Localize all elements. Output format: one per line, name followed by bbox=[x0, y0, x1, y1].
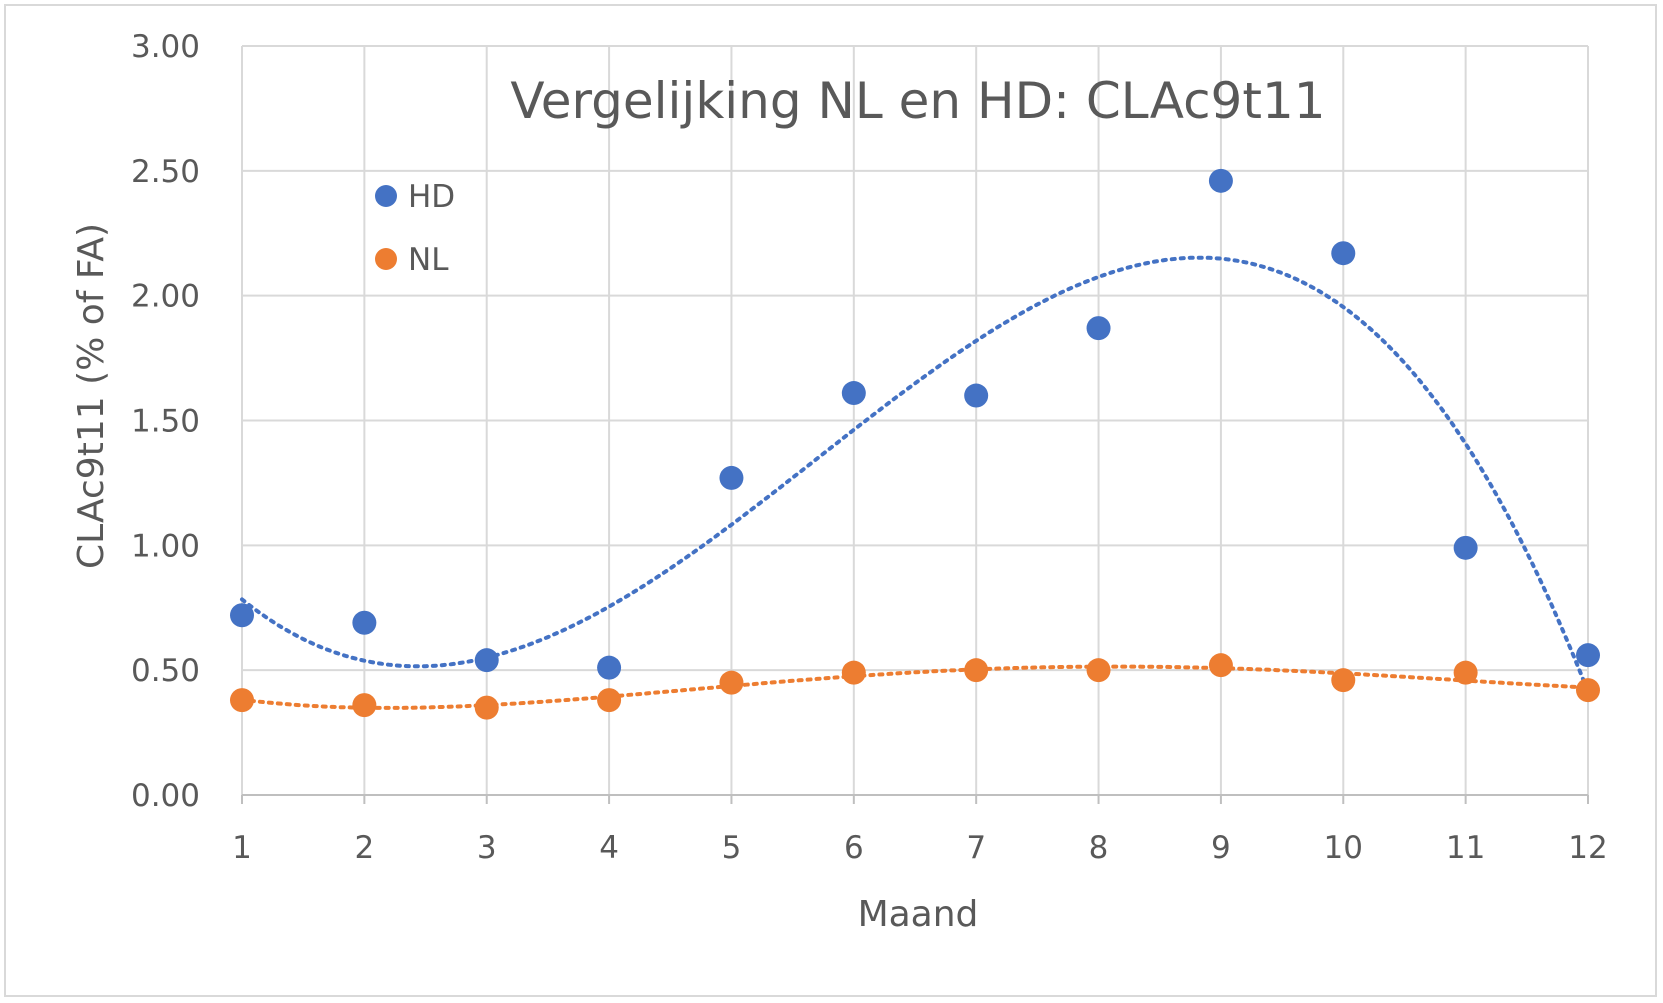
point-hd bbox=[474, 648, 499, 673]
point-nl bbox=[841, 660, 866, 685]
point-hd bbox=[230, 603, 254, 628]
chart-title: Vergelijking NL en HD: CLAc9t11 bbox=[510, 72, 1325, 130]
x-tick-label: 6 bbox=[844, 830, 864, 866]
point-hd bbox=[1208, 168, 1233, 193]
trendline-hd bbox=[240, 255, 1590, 694]
legend-marker-hd bbox=[375, 185, 397, 207]
x-tick-label: 12 bbox=[1568, 830, 1607, 866]
point-nl bbox=[352, 693, 377, 718]
x-tick-label: 7 bbox=[966, 830, 986, 866]
legend: HD NL bbox=[375, 179, 455, 278]
y-axis-title: CLAc9t11 (% of FA) bbox=[71, 223, 112, 569]
point-nl bbox=[474, 695, 499, 720]
point-hd bbox=[1331, 241, 1356, 266]
x-tick-label: 11 bbox=[1446, 830, 1485, 866]
y-tick-label: 2.00 bbox=[131, 279, 200, 315]
point-hd bbox=[841, 381, 866, 406]
point-hd bbox=[1453, 535, 1478, 560]
point-hd bbox=[1576, 643, 1600, 668]
point-nl bbox=[230, 688, 254, 713]
point-hd bbox=[719, 465, 744, 490]
chart-area bbox=[4, 4, 1657, 997]
legend-label-nl: NL bbox=[408, 242, 449, 278]
x-axis-title: Maand bbox=[858, 894, 979, 935]
x-tick-label: 8 bbox=[1089, 830, 1109, 866]
trendline-nl bbox=[240, 664, 1590, 710]
point-nl bbox=[1576, 678, 1600, 703]
data-points bbox=[230, 168, 1600, 720]
axes: 0.000.501.001.502.002.503.001 2 3 4 5 6 7 8 9 10 1… bbox=[131, 29, 1608, 866]
x-tick-label: 4 bbox=[599, 830, 619, 866]
x-tick-label: 2 bbox=[354, 830, 374, 866]
point-nl bbox=[964, 658, 989, 683]
grid-lines bbox=[241, 45, 1589, 795]
point-nl bbox=[1331, 668, 1356, 693]
y-tick-label: 2.50 bbox=[131, 154, 200, 190]
point-hd bbox=[352, 610, 377, 635]
x-tick-label: 9 bbox=[1211, 830, 1231, 866]
x-tick-label: 1 bbox=[232, 830, 252, 866]
legend-label-hd: HD bbox=[408, 179, 455, 215]
y-tick-label: 1.50 bbox=[131, 404, 200, 440]
point-hd bbox=[964, 383, 989, 408]
y-tick-label: 1.00 bbox=[131, 528, 200, 564]
x-tick-label: 5 bbox=[722, 830, 742, 866]
point-nl bbox=[1208, 653, 1233, 678]
point-hd bbox=[1086, 316, 1111, 341]
y-tick-label: 3.00 bbox=[131, 29, 200, 65]
point-nl bbox=[719, 670, 744, 695]
trendlines bbox=[240, 255, 1590, 710]
legend-marker-nl bbox=[375, 248, 397, 270]
point-nl bbox=[1453, 660, 1478, 685]
y-tick-label: 0.00 bbox=[131, 778, 200, 814]
point-hd bbox=[597, 655, 622, 680]
y-tick-label: 0.50 bbox=[131, 653, 200, 689]
x-tick-label: 3 bbox=[477, 830, 497, 866]
point-nl bbox=[597, 688, 622, 713]
point-nl bbox=[1086, 658, 1111, 683]
x-tick-label: 10 bbox=[1324, 830, 1363, 866]
